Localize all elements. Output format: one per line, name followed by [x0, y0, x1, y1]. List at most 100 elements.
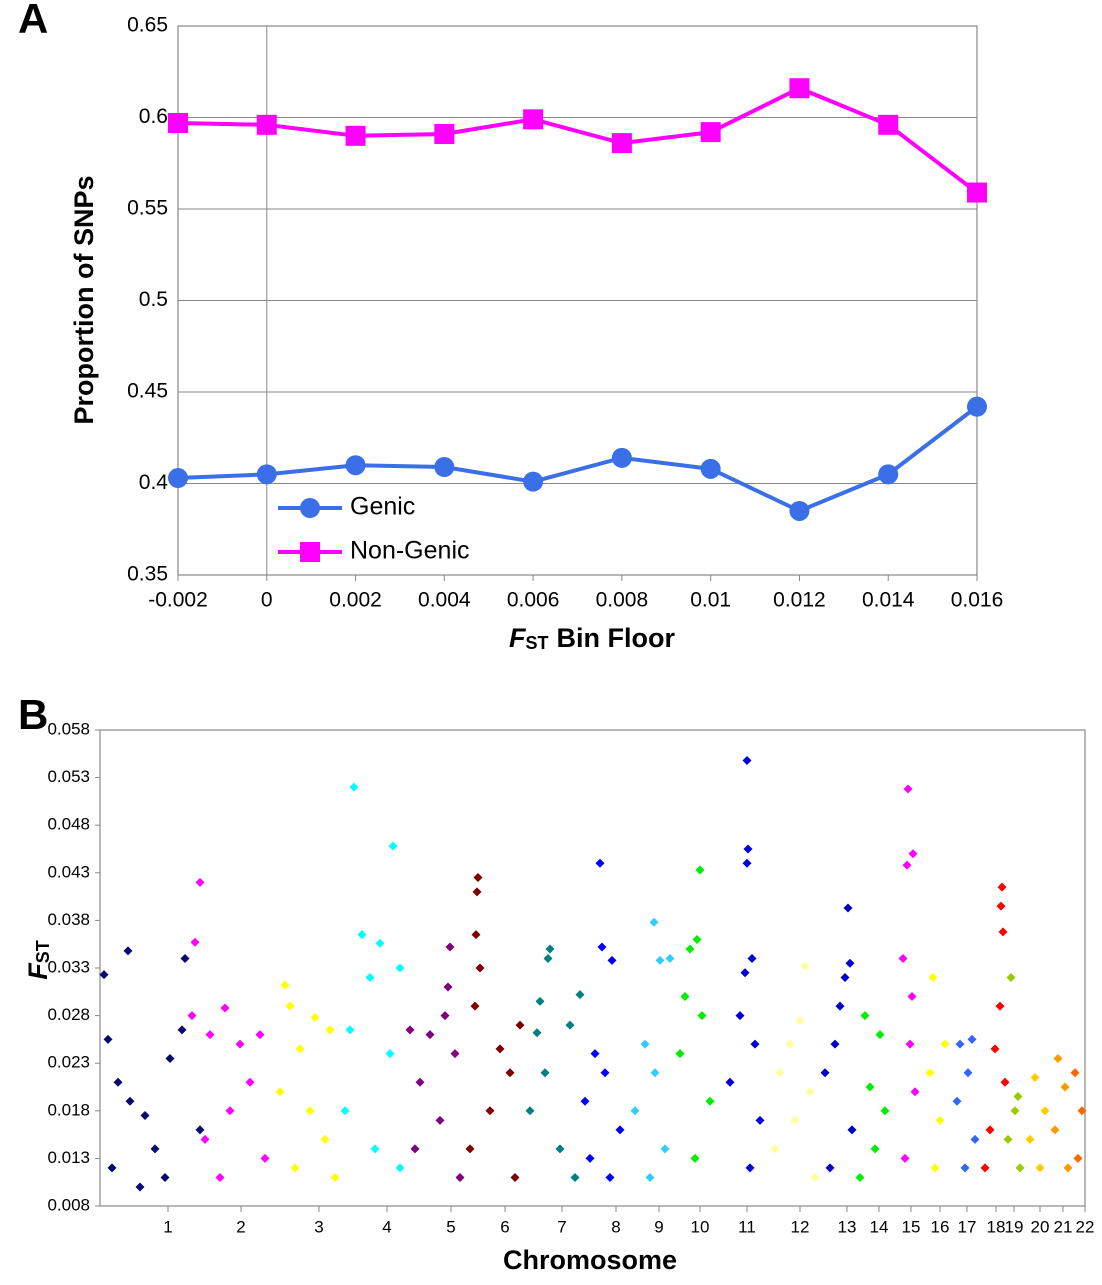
point: [790, 1115, 800, 1125]
point: [865, 1082, 875, 1092]
point: [742, 858, 752, 868]
point: [415, 1077, 425, 1087]
x-tick-label: 8: [611, 1217, 620, 1236]
point: [515, 1020, 525, 1030]
series-line: [177, 405, 979, 514]
point: [475, 963, 485, 973]
point: [930, 1163, 940, 1173]
point: [645, 1172, 655, 1182]
x-axis-label: Chromosome: [503, 1245, 677, 1275]
point: [1025, 1134, 1035, 1144]
marker: [611, 133, 632, 154]
point: [150, 1144, 160, 1154]
point: [615, 1125, 625, 1135]
point: [160, 1172, 170, 1182]
point: [471, 930, 481, 940]
y-tick-label: 0.053: [47, 767, 90, 786]
point: [405, 1025, 415, 1035]
point: [843, 903, 853, 913]
x-tick-label: 0.008: [596, 589, 649, 612]
point: [597, 942, 607, 952]
point: [1077, 1106, 1087, 1116]
point: [107, 1163, 117, 1173]
point: [473, 873, 483, 883]
point: [1010, 1106, 1020, 1116]
point: [260, 1153, 270, 1163]
point: [952, 1096, 962, 1106]
x-tick-label: 17: [958, 1217, 977, 1236]
point: [805, 1087, 815, 1097]
point: [907, 992, 917, 1002]
marker: [878, 114, 899, 135]
point: [605, 1172, 615, 1182]
point: [655, 955, 665, 965]
y-tick-label: 0.65: [127, 14, 168, 37]
point: [847, 1125, 857, 1135]
y-tick-label: 0.018: [47, 1100, 90, 1119]
point: [195, 877, 205, 887]
point: [135, 1182, 145, 1192]
point: [750, 1039, 760, 1049]
point: [875, 1030, 885, 1040]
x-tick-label: 7: [557, 1217, 566, 1236]
point: [998, 927, 1008, 937]
point: [980, 1163, 990, 1173]
marker: [345, 125, 366, 146]
point: [285, 1001, 295, 1011]
point: [465, 1144, 475, 1154]
point: [697, 1011, 707, 1021]
point: [830, 1039, 840, 1049]
point: [1003, 1134, 1013, 1144]
x-tick-label: 0.016: [951, 589, 1004, 612]
x-tick-label: 13: [838, 1217, 857, 1236]
point: [755, 1115, 765, 1125]
point: [1073, 1153, 1083, 1163]
point: [440, 1011, 450, 1021]
point: [575, 990, 585, 1000]
point: [935, 1115, 945, 1125]
point: [365, 973, 375, 983]
point: [443, 982, 453, 992]
point: [290, 1163, 300, 1173]
point: [325, 1025, 335, 1035]
y-tick-label: 0.023: [47, 1053, 90, 1072]
x-tick-label: 2: [236, 1217, 245, 1236]
x-tick-label: 11: [738, 1217, 756, 1236]
marker: [434, 123, 455, 144]
panel-label: A: [18, 0, 48, 42]
point: [357, 930, 367, 940]
point: [545, 944, 555, 954]
marker: [700, 122, 721, 143]
point: [455, 1172, 465, 1182]
y-tick-label: 0.5: [139, 288, 168, 311]
point: [870, 1144, 880, 1154]
x-tick-label: 0.012: [773, 589, 826, 612]
x-tick-label: 0.01: [690, 589, 731, 612]
point: [255, 1030, 265, 1040]
point: [370, 1144, 380, 1154]
point: [565, 1020, 575, 1030]
legend-marker: [300, 498, 320, 518]
y-tick-label: 0.008: [47, 1195, 90, 1214]
x-tick-label: 6: [500, 1217, 509, 1236]
point: [742, 755, 752, 765]
point: [665, 953, 675, 963]
point: [743, 844, 753, 854]
point: [745, 1163, 755, 1173]
legend-label: Non-Genic: [350, 537, 470, 565]
x-tick-label: 21: [1054, 1217, 1073, 1236]
y-axis-label: Proportion of SNPs: [69, 176, 99, 425]
point: [532, 1028, 542, 1038]
x-tick-label: 4: [382, 1217, 391, 1236]
point: [692, 934, 702, 944]
point: [795, 1015, 805, 1025]
point: [205, 1030, 215, 1040]
point: [555, 1144, 565, 1154]
point: [740, 968, 750, 978]
x-tick-label: 0.006: [507, 589, 560, 612]
x-tick-label: 19: [1005, 1217, 1024, 1236]
point: [785, 1039, 795, 1049]
point: [275, 1087, 285, 1097]
x-tick-label: 18: [987, 1217, 1006, 1236]
point: [1040, 1106, 1050, 1116]
